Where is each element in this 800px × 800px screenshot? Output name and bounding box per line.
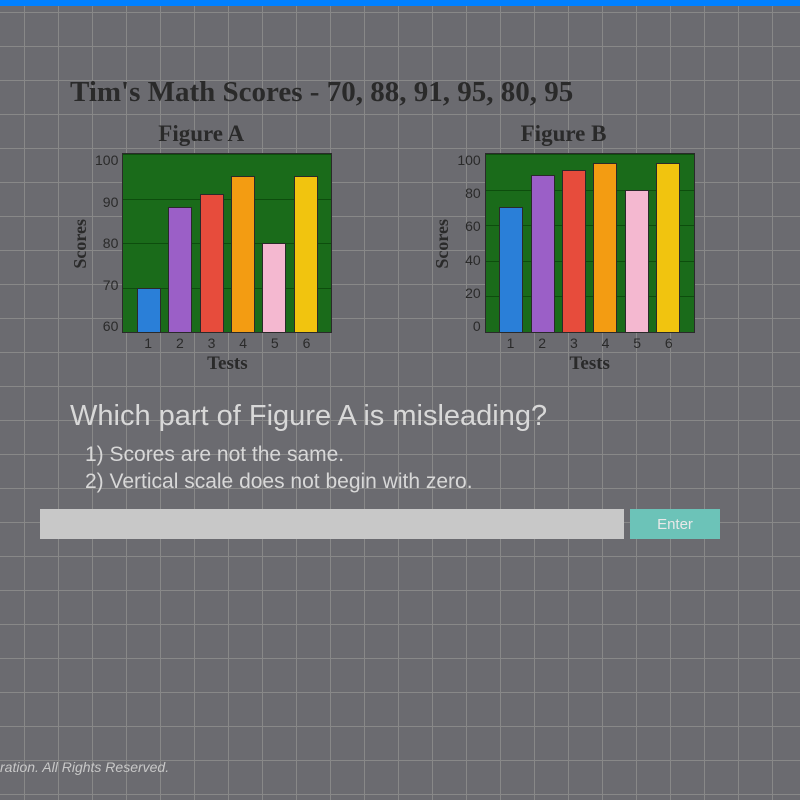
content-area: Tim's Math Scores - 70, 88, 91, 95, 80, …: [0, 6, 800, 800]
x-tick: 6: [665, 335, 673, 351]
bar: [593, 163, 617, 332]
x-tick: 2: [176, 335, 184, 351]
figure-a-yticks: 100 90 80 70 60: [95, 153, 118, 333]
answer-input[interactable]: [40, 509, 624, 539]
x-tick: 5: [633, 335, 641, 351]
bar: [231, 176, 255, 332]
x-tick: 4: [602, 335, 610, 351]
y-tick: 100: [95, 153, 118, 167]
bar: [168, 207, 192, 332]
x-tick: 2: [538, 335, 546, 351]
option-1: 1) Scores are not the same.: [40, 443, 760, 467]
figure-a-xticks: 1 2 3 4 5 6: [122, 333, 332, 351]
figure-a-title: Figure A: [158, 121, 244, 147]
bar: [294, 176, 318, 332]
figure-a-plot: [122, 153, 332, 333]
y-tick: 80: [457, 186, 480, 200]
question-text: Which part of Figure A is misleading?: [40, 400, 760, 433]
y-tick: 20: [457, 286, 480, 300]
x-tick: 5: [271, 335, 279, 351]
x-tick: 1: [144, 335, 152, 351]
y-tick: 100: [457, 153, 480, 167]
gridline: [486, 332, 694, 333]
y-tick: 90: [95, 195, 118, 209]
answer-row: Enter: [40, 509, 760, 539]
figure-b-title: Figure B: [521, 121, 607, 147]
bar: [499, 207, 523, 332]
x-tick: 1: [507, 335, 515, 351]
y-tick: 60: [457, 219, 480, 233]
bar: [531, 175, 555, 332]
page-title: Tim's Math Scores - 70, 88, 91, 95, 80, …: [40, 76, 760, 109]
bar: [562, 170, 586, 332]
y-tick: 80: [95, 236, 118, 250]
charts-row: Figure A Scores 10090807060 123456 Tests…: [40, 121, 760, 375]
figure-b-yticks: 100 80 60 40 20 0: [457, 153, 480, 333]
enter-button[interactable]: Enter: [630, 509, 720, 539]
x-tick: 3: [208, 335, 216, 351]
y-tick: 60: [95, 319, 118, 333]
bar: [137, 288, 161, 333]
figure-b-plot: [485, 153, 695, 333]
figure-b-xticks: 1 2 3 4 5 6: [485, 333, 695, 351]
x-tick: 3: [570, 335, 578, 351]
x-tick: 6: [303, 335, 311, 351]
figure-b-ylabel: Scores: [432, 219, 453, 269]
y-tick: 40: [457, 253, 480, 267]
bar: [656, 163, 680, 332]
option-2: 2) Vertical scale does not begin with ze…: [40, 470, 760, 494]
figure-b-xlabel: Tests: [485, 353, 695, 375]
y-tick: 0: [457, 319, 480, 333]
figure-a: Figure A Scores 100 90 80 70 60 1 2 3 4 5 6 Tests: [70, 121, 332, 375]
y-tick: 70: [95, 278, 118, 292]
x-tick: 4: [239, 335, 247, 351]
figure-a-ylabel: Scores: [70, 219, 91, 269]
bar: [262, 243, 286, 332]
figure-b: Figure B Scores 100 80 60 40 20 0 1 2 3 4 5 6 Test…: [432, 121, 694, 375]
figure-a-xlabel: Tests: [122, 353, 332, 375]
gridline: [123, 332, 331, 333]
bar: [200, 194, 224, 332]
bar: [625, 190, 649, 332]
footer-text: ration. All Rights Reserved.: [0, 759, 169, 775]
